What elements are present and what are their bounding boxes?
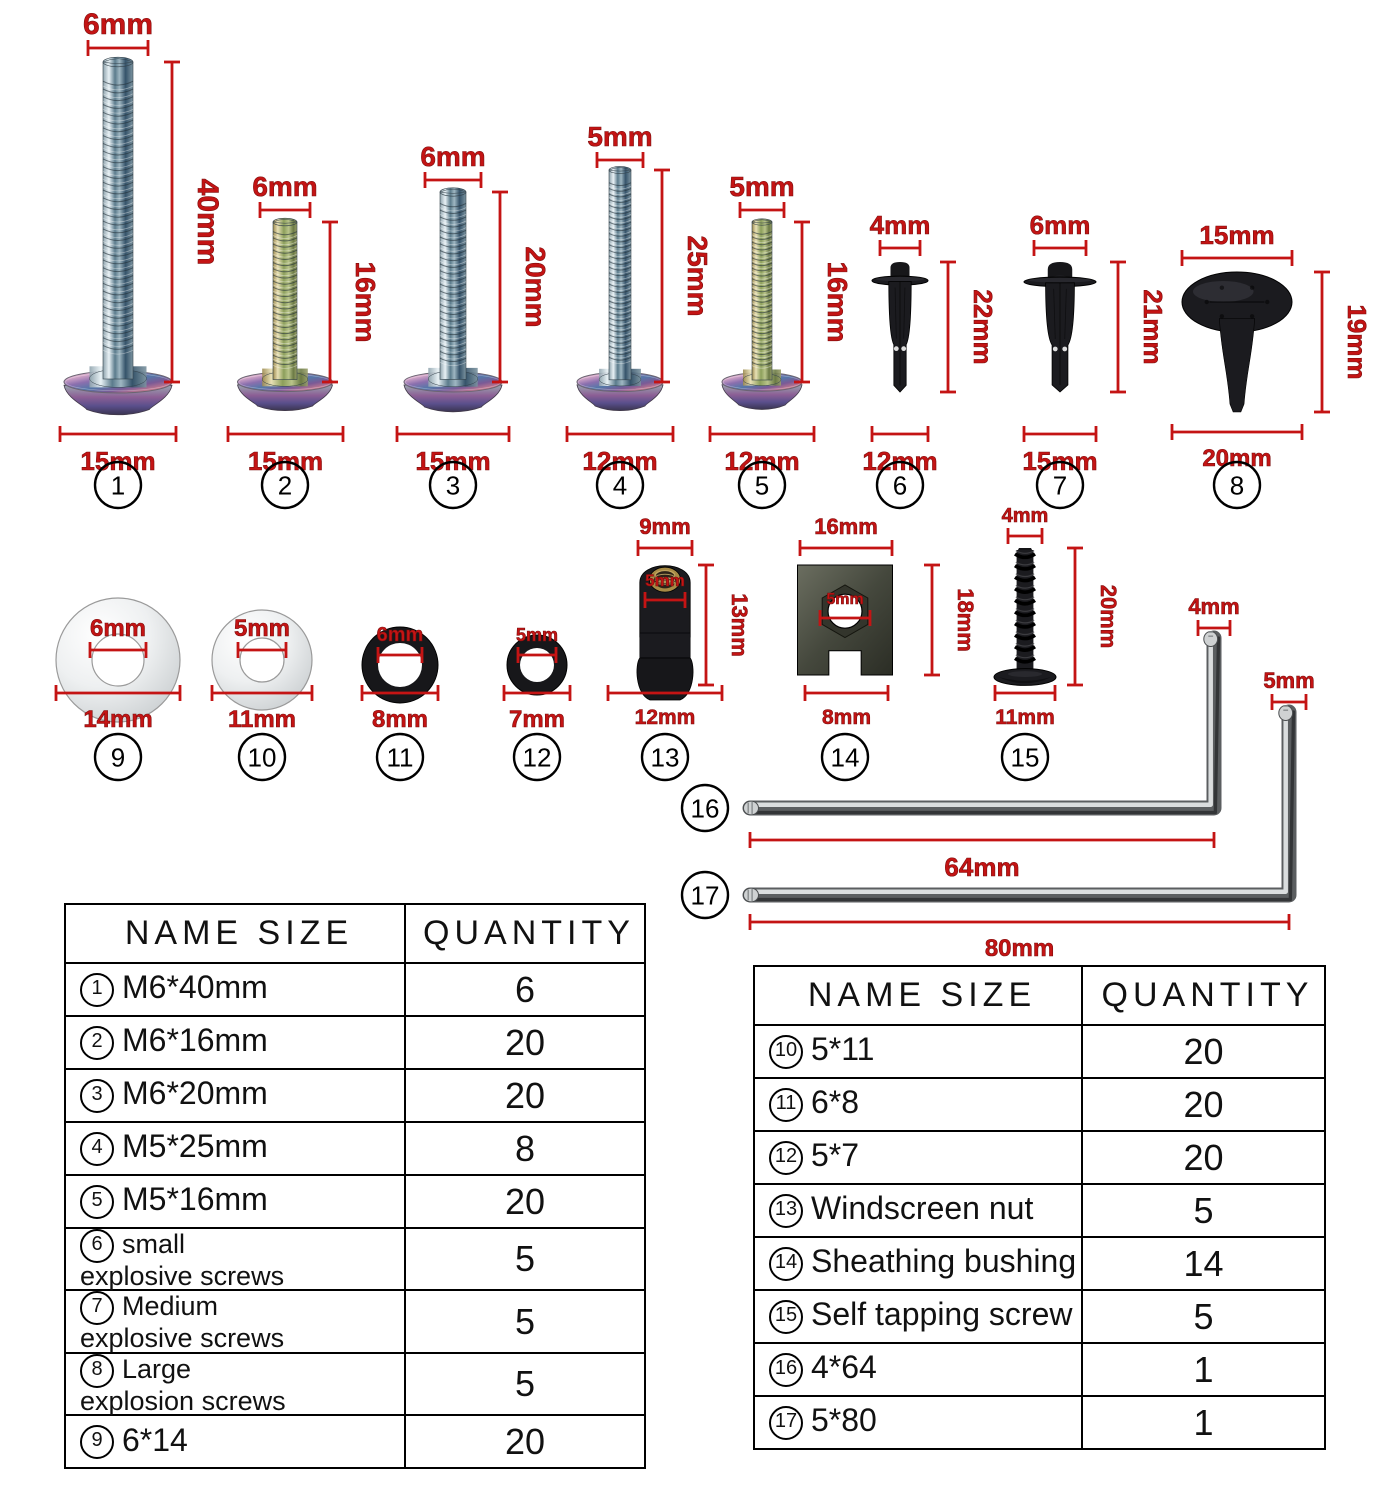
svg-text:64mm: 64mm bbox=[944, 852, 1019, 882]
svg-text:6mm: 6mm bbox=[420, 141, 485, 172]
svg-text:20mm: 20mm bbox=[1096, 585, 1121, 649]
svg-text:11: 11 bbox=[387, 742, 414, 772]
svg-text:5mm: 5mm bbox=[587, 121, 652, 152]
svg-text:16: 16 bbox=[691, 793, 720, 823]
svg-text:21mm: 21mm bbox=[1138, 289, 1168, 364]
svg-text:17: 17 bbox=[691, 880, 720, 910]
svg-text:12mm: 12mm bbox=[635, 706, 696, 729]
svg-text:80mm: 80mm bbox=[985, 935, 1054, 962]
svg-text:14mm: 14mm bbox=[83, 706, 152, 733]
svg-text:6mm: 6mm bbox=[90, 615, 146, 642]
svg-text:15mm: 15mm bbox=[1199, 220, 1274, 250]
svg-text:9mm: 9mm bbox=[639, 514, 690, 539]
svg-text:20mm: 20mm bbox=[1202, 445, 1271, 472]
svg-text:5mm: 5mm bbox=[234, 615, 290, 642]
svg-text:16mm: 16mm bbox=[350, 262, 381, 343]
svg-text:12: 12 bbox=[523, 742, 552, 772]
svg-text:6mm: 6mm bbox=[252, 171, 317, 202]
svg-text:6mm: 6mm bbox=[377, 624, 424, 646]
svg-text:16mm: 16mm bbox=[822, 262, 853, 343]
svg-text:4mm: 4mm bbox=[1002, 505, 1049, 527]
svg-text:6: 6 bbox=[893, 470, 907, 500]
svg-text:5mm: 5mm bbox=[516, 625, 558, 645]
svg-text:4: 4 bbox=[613, 470, 627, 500]
svg-text:5mm: 5mm bbox=[645, 571, 685, 590]
svg-text:8mm: 8mm bbox=[372, 706, 428, 733]
svg-text:7: 7 bbox=[1053, 470, 1067, 500]
svg-text:5: 5 bbox=[755, 470, 769, 500]
svg-text:6mm: 6mm bbox=[83, 8, 153, 41]
svg-text:8: 8 bbox=[1230, 470, 1244, 500]
svg-text:4mm: 4mm bbox=[870, 210, 931, 240]
svg-text:9: 9 bbox=[111, 742, 125, 772]
svg-text:40mm: 40mm bbox=[191, 179, 224, 266]
svg-text:3: 3 bbox=[446, 470, 460, 500]
svg-text:11mm: 11mm bbox=[995, 706, 1055, 729]
svg-text:7mm: 7mm bbox=[509, 706, 565, 733]
svg-text:15: 15 bbox=[1011, 742, 1040, 772]
svg-text:22mm: 22mm bbox=[968, 289, 998, 364]
svg-text:19mm: 19mm bbox=[1342, 304, 1372, 379]
svg-text:2: 2 bbox=[278, 470, 292, 500]
svg-text:14: 14 bbox=[831, 742, 860, 772]
svg-text:25mm: 25mm bbox=[682, 236, 713, 317]
svg-text:13mm: 13mm bbox=[727, 593, 752, 657]
svg-text:4mm: 4mm bbox=[1188, 594, 1239, 619]
svg-text:5mm: 5mm bbox=[1263, 668, 1314, 693]
svg-text:18mm: 18mm bbox=[953, 588, 978, 652]
svg-text:6mm: 6mm bbox=[1030, 210, 1091, 240]
svg-text:8mm: 8mm bbox=[822, 706, 871, 729]
svg-text:1: 1 bbox=[111, 470, 125, 500]
svg-text:11mm: 11mm bbox=[228, 706, 296, 733]
svg-text:5mm: 5mm bbox=[826, 591, 863, 608]
svg-text:5mm: 5mm bbox=[729, 171, 794, 202]
svg-text:16mm: 16mm bbox=[814, 514, 878, 539]
svg-text:20mm: 20mm bbox=[520, 247, 551, 328]
svg-text:13: 13 bbox=[651, 742, 680, 772]
svg-text:10: 10 bbox=[248, 742, 277, 772]
